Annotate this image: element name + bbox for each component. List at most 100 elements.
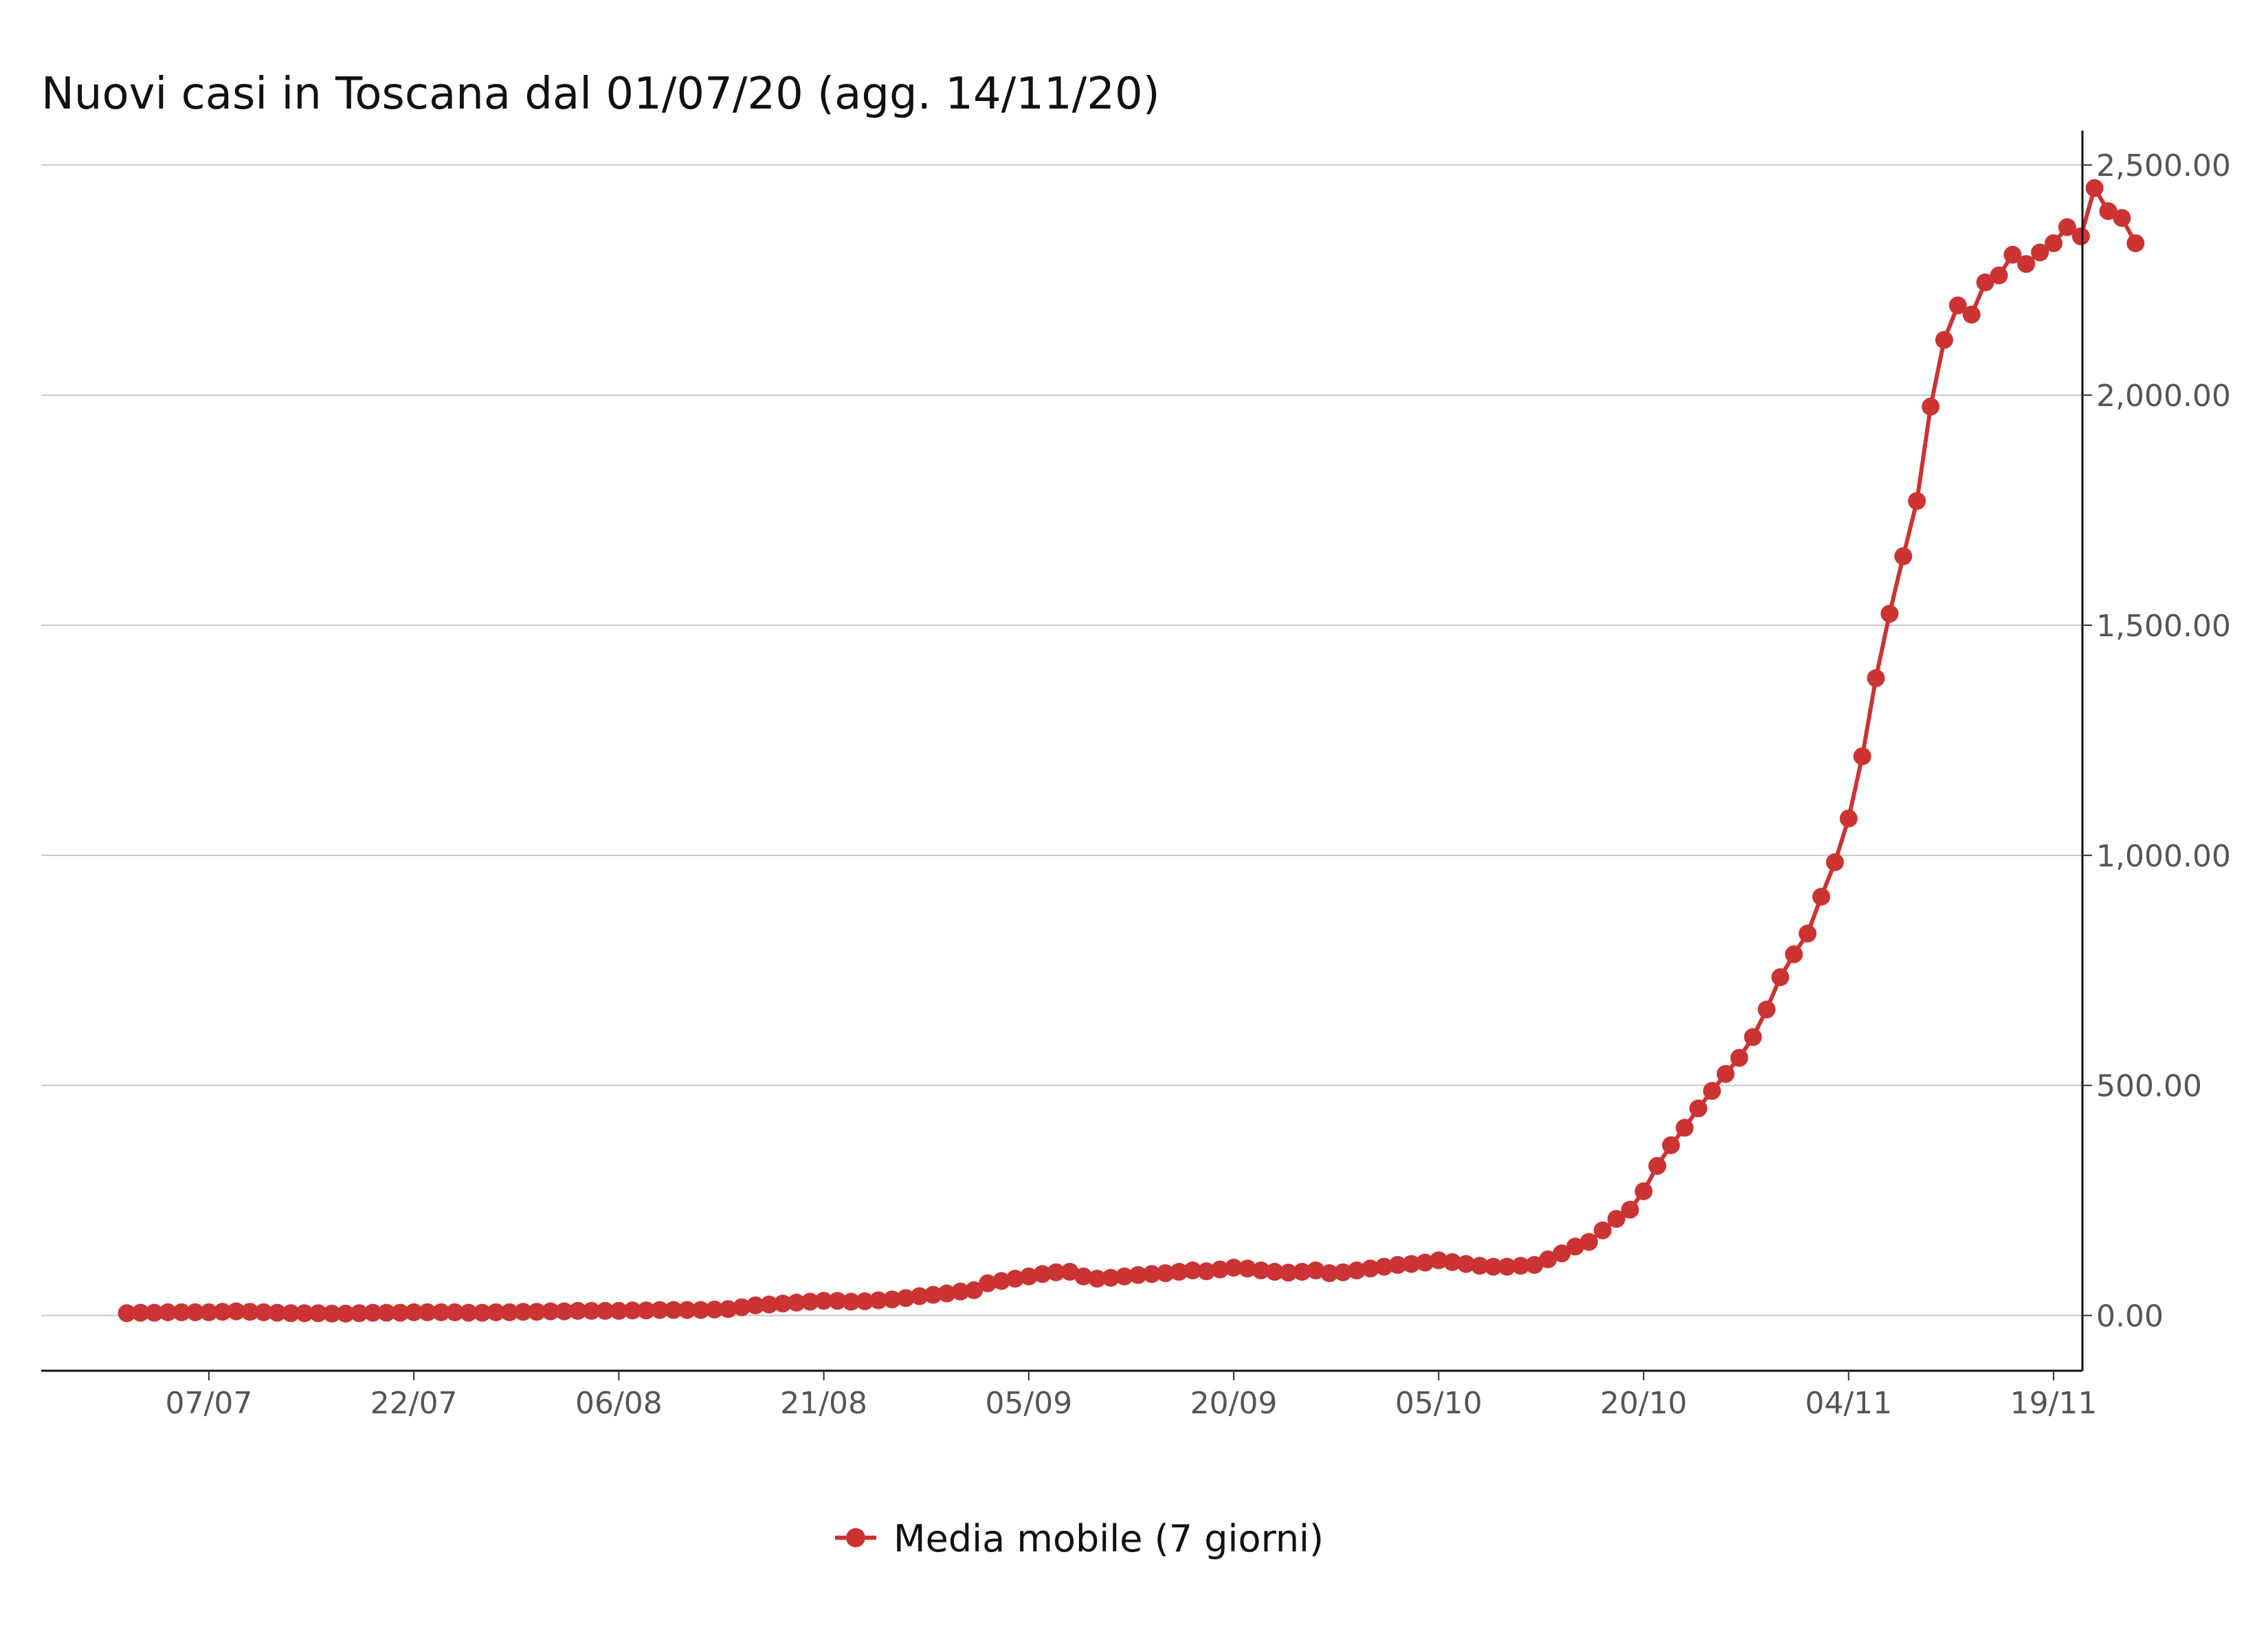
data-point xyxy=(1252,1261,1270,1279)
data-point xyxy=(1388,1256,1407,1274)
x-tick-label: 05/09 xyxy=(985,1386,1072,1421)
data-point xyxy=(1006,1270,1024,1288)
data-point xyxy=(678,1301,696,1319)
data-point xyxy=(241,1303,259,1321)
data-point xyxy=(2126,234,2145,252)
data-point xyxy=(1853,747,1871,765)
data-point xyxy=(883,1290,901,1309)
data-point xyxy=(1990,266,2008,284)
data-point xyxy=(2003,245,2022,264)
data-point xyxy=(1430,1251,1448,1270)
data-point xyxy=(1293,1263,1311,1281)
data-point xyxy=(322,1304,341,1323)
y-axis-ticks: 0.00 500.00 1,000.00 1,500.00 2,000.00 2,500.… xyxy=(2082,148,2231,1334)
data-point xyxy=(1457,1255,1476,1273)
data-point xyxy=(213,1303,232,1321)
data-point xyxy=(1511,1257,1530,1275)
data-point xyxy=(1621,1200,1639,1219)
data-point xyxy=(1880,605,1899,623)
legend-marker-swatch xyxy=(846,1528,865,1547)
data-point xyxy=(1443,1253,1462,1271)
x-tick-label: 20/10 xyxy=(1600,1386,1687,1421)
data-point xyxy=(1785,945,1803,963)
data-point xyxy=(1525,1256,1544,1274)
data-point xyxy=(1689,1099,1708,1118)
data-point xyxy=(1115,1267,1133,1286)
y-tick-label: 2,000.00 xyxy=(2096,379,2231,414)
gridlines xyxy=(41,164,2082,1316)
x-tick-label: 20/09 xyxy=(1190,1386,1278,1421)
data-point xyxy=(1799,924,1817,943)
y-tick-label: 0.00 xyxy=(2096,1299,2164,1334)
data-point xyxy=(1948,296,1967,315)
series-line xyxy=(126,186,2137,1316)
data-point xyxy=(350,1304,368,1323)
data-point xyxy=(1839,809,1858,828)
data-point xyxy=(582,1301,601,1320)
x-tick-label: 21/08 xyxy=(780,1386,867,1421)
y-tick-label: 500.00 xyxy=(2096,1069,2202,1104)
data-point xyxy=(514,1303,533,1321)
data-point xyxy=(2045,234,2063,252)
y-tick-label: 1,500.00 xyxy=(2096,609,2231,644)
data-point xyxy=(1019,1267,1038,1286)
x-axis-ticks: 07/07 22/07 06/08 21/08 05/09 20/09 05/10 20/10… xyxy=(166,1371,2097,1421)
data-point xyxy=(159,1303,177,1321)
data-point xyxy=(924,1286,942,1304)
data-point xyxy=(364,1303,382,1322)
data-point xyxy=(1225,1259,1243,1277)
data-point xyxy=(1279,1264,1298,1282)
data-point xyxy=(746,1296,765,1314)
data-point xyxy=(1211,1260,1230,1279)
data-point xyxy=(1033,1265,1052,1283)
data-point xyxy=(268,1303,287,1322)
data-point xyxy=(596,1301,614,1320)
legend-label: Media mobile (7 giorni) xyxy=(893,1517,1324,1560)
data-point xyxy=(1334,1263,1353,1281)
data-point xyxy=(445,1303,464,1321)
data-point xyxy=(1060,1263,1079,1281)
data-point xyxy=(828,1292,847,1310)
data-point xyxy=(1676,1119,1694,1137)
data-point xyxy=(1129,1266,1147,1284)
data-point xyxy=(637,1301,656,1320)
x-tick-label: 05/10 xyxy=(1395,1386,1482,1421)
data-point xyxy=(705,1300,724,1319)
data-point xyxy=(1593,1221,1612,1239)
data-point xyxy=(118,1304,136,1323)
data-point xyxy=(282,1304,300,1323)
data-point xyxy=(623,1301,642,1320)
data-point xyxy=(937,1284,956,1303)
data-point xyxy=(1962,305,1981,324)
data-point xyxy=(869,1291,888,1310)
data-point xyxy=(377,1303,396,1322)
data-point xyxy=(145,1303,164,1322)
data-point xyxy=(1047,1263,1065,1281)
data-point xyxy=(1471,1257,1489,1275)
data-point xyxy=(1375,1257,1393,1276)
data-point xyxy=(1716,1065,1735,1083)
chart-title: Nuovi casi in Toscana dal 01/07/20 (agg.… xyxy=(41,69,1160,120)
data-point xyxy=(1102,1268,1120,1287)
data-point xyxy=(1935,330,1953,349)
data-point xyxy=(199,1303,218,1321)
data-point xyxy=(951,1282,970,1301)
x-tick-label: 06/08 xyxy=(575,1386,663,1421)
data-point xyxy=(965,1281,983,1299)
data-point xyxy=(1348,1261,1366,1279)
data-point xyxy=(296,1304,314,1323)
data-point xyxy=(2031,243,2049,262)
x-tick-label: 22/07 xyxy=(370,1386,458,1421)
legend: Media mobile (7 giorni) xyxy=(835,1517,1324,1560)
data-point xyxy=(2085,179,2104,197)
data-point xyxy=(1703,1081,1721,1100)
data-point xyxy=(2071,227,2090,245)
data-point xyxy=(1170,1263,1188,1281)
data-point xyxy=(856,1292,874,1310)
data-point xyxy=(787,1293,805,1312)
data-point xyxy=(2017,255,2036,273)
data-point xyxy=(1553,1244,1571,1263)
data-point xyxy=(1730,1048,1748,1067)
data-point xyxy=(910,1287,929,1305)
data-point xyxy=(651,1301,669,1319)
